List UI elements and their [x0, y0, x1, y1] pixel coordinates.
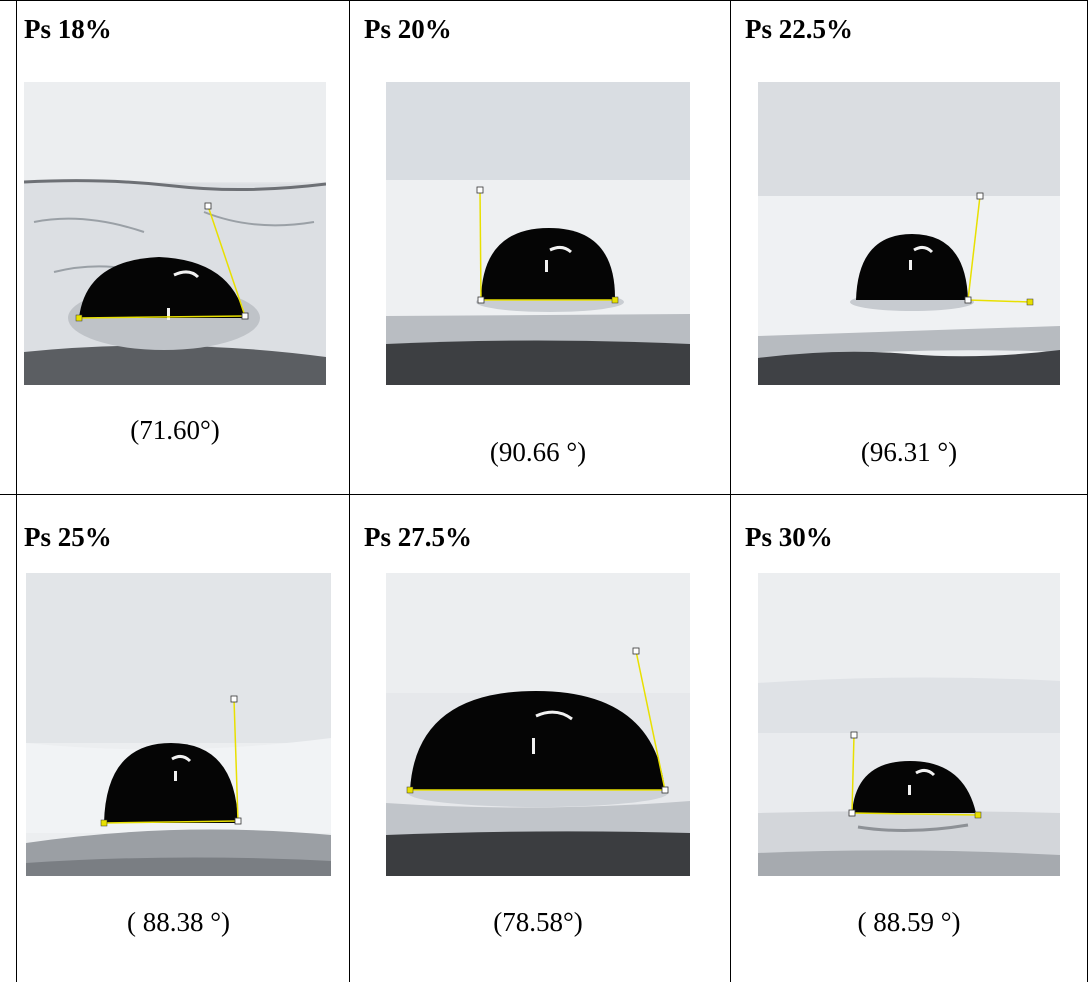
droplet-photo-svg [758, 573, 1060, 876]
sample-label: Ps 25% [24, 522, 112, 552]
table-divider-col2 [730, 0, 731, 982]
table-border-left [16, 0, 17, 982]
droplet-photo [386, 82, 690, 385]
contact-angle-caption: (96.31 °) [860, 437, 958, 467]
sample-label: Ps 18% [24, 14, 112, 44]
droplet-photo-svg [758, 82, 1060, 385]
table-border-top [0, 0, 1088, 1]
droplet-photo [26, 573, 331, 876]
contact-angle-caption: (90.66 °) [489, 437, 587, 467]
contact-angle-caption: ( 88.59 °) [857, 907, 961, 937]
sample-label: Ps 27.5% [364, 522, 472, 552]
droplet-photo [758, 573, 1060, 876]
droplet-photo [24, 82, 326, 385]
contact-angle-caption: ( 88.38 °) [126, 907, 231, 937]
sample-label: Ps 20% [364, 14, 452, 44]
droplet-photo-svg [386, 82, 690, 385]
droplet-photo [386, 573, 690, 876]
droplet [852, 761, 976, 813]
droplet-photo [758, 82, 1060, 385]
droplet [104, 743, 238, 823]
droplet-photo-svg [26, 573, 331, 876]
droplet [79, 257, 245, 318]
table-divider-row [0, 494, 1088, 495]
sample-label: Ps 22.5% [745, 14, 853, 44]
table-divider-col1 [349, 0, 350, 982]
contact-angle-caption: (71.60°) [130, 415, 220, 445]
sample-label: Ps 30% [745, 522, 833, 552]
droplet-photo-svg [386, 573, 690, 876]
droplet-photo-svg [24, 82, 326, 385]
contact-angle-caption: (78.58°) [493, 907, 583, 937]
droplet [481, 228, 616, 300]
droplet [410, 691, 665, 790]
